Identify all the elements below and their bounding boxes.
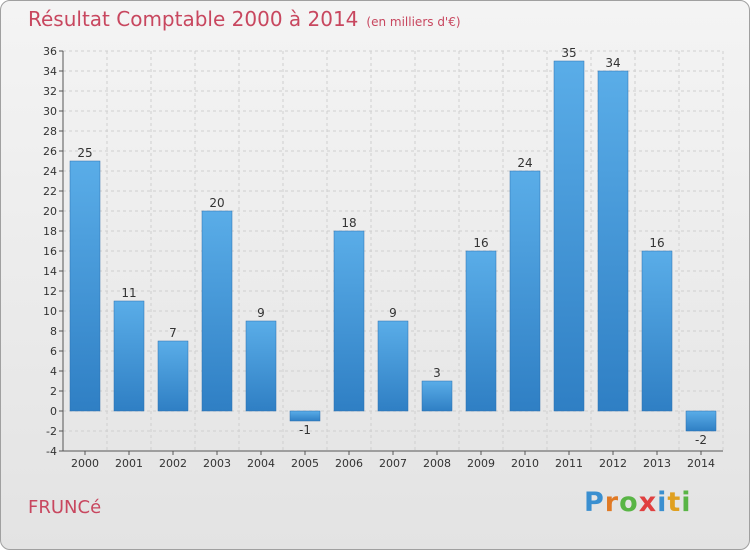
value-label: 7 (169, 326, 177, 340)
proxiti-logo: Proxiti (584, 487, 692, 518)
y-tick-label: 14 (43, 265, 57, 278)
x-tick-label: 2006 (335, 457, 363, 470)
value-label: 11 (121, 286, 136, 300)
y-tick-label: -2 (46, 425, 57, 438)
value-label: 20 (209, 196, 224, 210)
y-tick-label: -4 (46, 445, 57, 458)
value-label: 9 (389, 306, 397, 320)
y-tick-label: 12 (43, 285, 57, 298)
x-tick-label: 2008 (423, 457, 451, 470)
value-label: 34 (605, 56, 620, 70)
bar-2011 (553, 60, 585, 412)
bar-2012 (597, 70, 629, 412)
bar-2007 (377, 320, 409, 412)
bar-2008 (421, 380, 453, 412)
bar-2009 (465, 250, 497, 412)
bar-2002 (157, 340, 189, 412)
value-label: 25 (77, 146, 92, 160)
y-tick-label: 4 (50, 365, 57, 378)
x-tick-label: 2012 (599, 457, 627, 470)
x-tick-label: 2010 (511, 457, 539, 470)
y-tick-label: 18 (43, 225, 57, 238)
y-tick-label: 22 (43, 185, 57, 198)
bar-2010 (509, 170, 541, 412)
y-tick-label: 26 (43, 145, 57, 158)
bar-2013 (641, 250, 673, 412)
x-tick-label: 2001 (115, 457, 143, 470)
y-tick-label: 32 (43, 85, 57, 98)
y-tick-label: 10 (43, 305, 57, 318)
x-tick-label: 2011 (555, 457, 583, 470)
x-tick-label: 2002 (159, 457, 187, 470)
logo-letter: x (638, 487, 658, 518)
y-tick-label: 2 (50, 385, 57, 398)
logo-letter: i (681, 487, 692, 518)
y-tick-label: 36 (43, 45, 57, 58)
y-tick-label: 6 (50, 345, 57, 358)
x-tick-label: 2000 (71, 457, 99, 470)
bar-2006 (333, 230, 365, 412)
title-text: Résultat Comptable 2000 à 2014 (28, 7, 359, 31)
logo-letter: t (667, 487, 682, 518)
logo-letter: P (584, 487, 605, 518)
y-tick-label: 0 (50, 405, 57, 418)
chart-title: Résultat Comptable 2000 à 2014 (en millie… (28, 7, 461, 31)
value-label: -1 (299, 423, 311, 437)
value-label: 9 (257, 306, 265, 320)
x-tick-label: 2003 (203, 457, 231, 470)
logo-letter: o (619, 487, 639, 518)
logo-letter: r (604, 487, 620, 518)
value-label: 3 (433, 366, 441, 380)
x-tick-label: 2007 (379, 457, 407, 470)
bar-2014 (685, 410, 717, 432)
unit-text: (en milliers d'€) (366, 15, 461, 29)
commune-name: FRUNCé (28, 497, 102, 518)
bar-2004 (245, 320, 277, 412)
x-tick-label: 2014 (687, 457, 715, 470)
value-label: 35 (561, 46, 576, 60)
value-label: 16 (649, 236, 664, 250)
y-tick-label: 30 (43, 105, 57, 118)
x-tick-label: 2004 (247, 457, 275, 470)
y-tick-label: 24 (43, 165, 57, 178)
x-tick-label: 2013 (643, 457, 671, 470)
x-tick-label: 2005 (291, 457, 319, 470)
bar-2000 (69, 160, 101, 412)
bar-2001 (113, 300, 145, 412)
value-label: 16 (473, 236, 488, 250)
value-label: 24 (517, 156, 532, 170)
y-tick-label: 34 (43, 65, 57, 78)
bar-2005 (289, 410, 321, 422)
y-tick-label: 16 (43, 245, 57, 258)
x-tick-label: 2009 (467, 457, 495, 470)
logo-letter: i (657, 487, 668, 518)
y-tick-label: 20 (43, 205, 57, 218)
bar-2003 (201, 210, 233, 412)
y-tick-label: 8 (50, 325, 57, 338)
value-label: -2 (695, 433, 707, 447)
y-tick-label: 28 (43, 125, 57, 138)
value-label: 18 (341, 216, 356, 230)
